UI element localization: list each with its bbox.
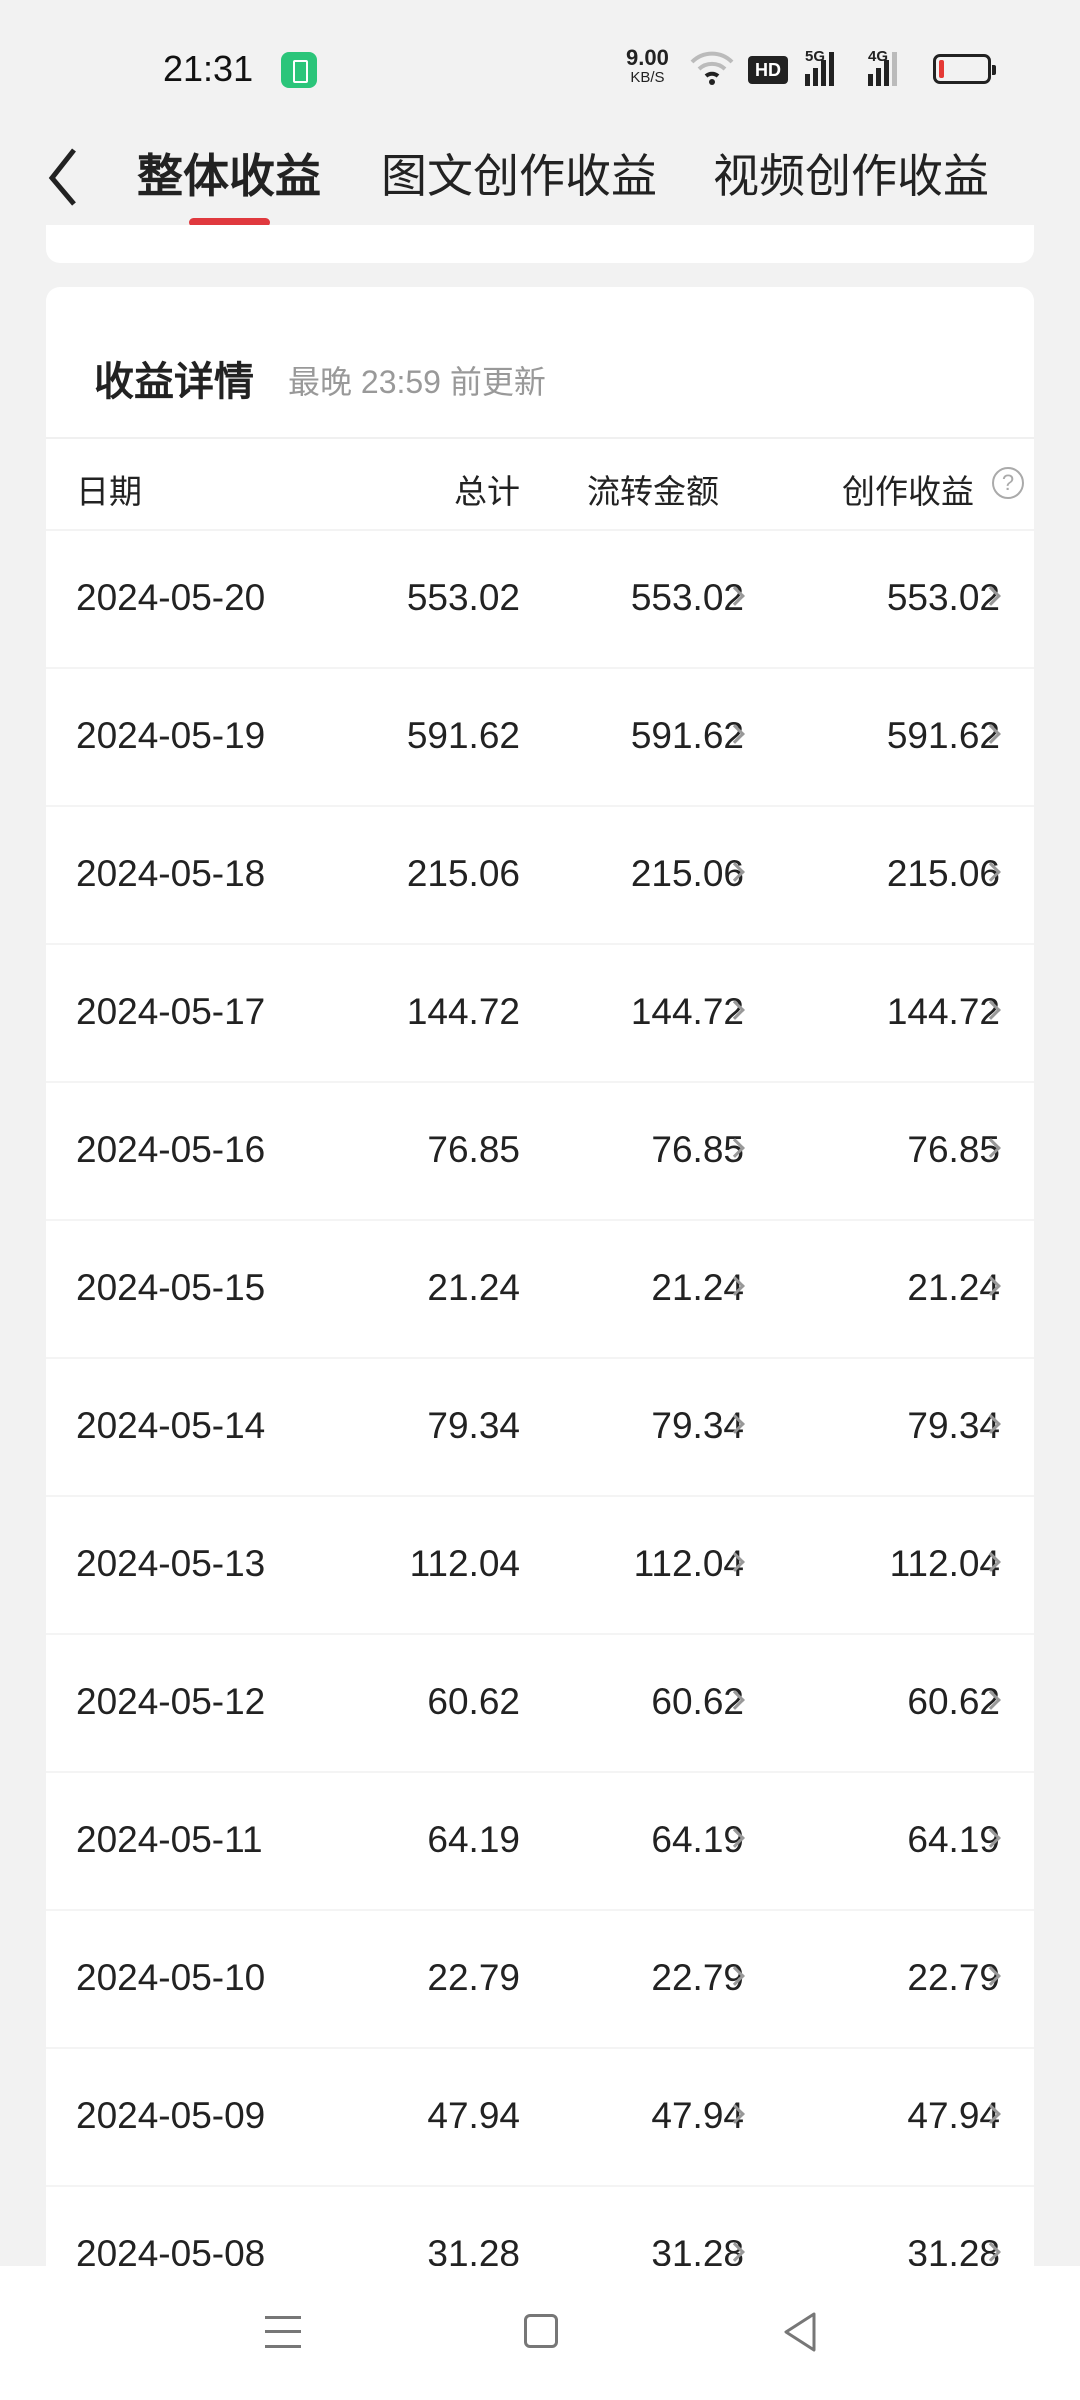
total-cell: 144.72	[406, 991, 520, 1032]
creation-earnings-link[interactable]: 215.06	[886, 853, 1000, 894]
back-icon[interactable]	[44, 146, 84, 206]
flow-amount-link[interactable]: 22.79	[651, 1957, 744, 1998]
table-row: 2024-05-14 79.34 79.34 79.34	[46, 1359, 1034, 1497]
date-cell: 2024-05-16	[76, 1129, 266, 1170]
total-cell: 215.06	[406, 853, 520, 894]
wifi-icon	[690, 50, 734, 95]
creation-earnings-link[interactable]: 21.24	[907, 1267, 1000, 1308]
total-cell: 553.02	[406, 577, 520, 618]
active-tab-indicator	[189, 218, 270, 227]
total-cell: 112.04	[409, 1543, 520, 1584]
sig-label: 5G	[805, 48, 826, 65]
tab-article[interactable]: 图文创作收益	[381, 150, 657, 202]
date-cell: 2024-05-13	[76, 1543, 266, 1584]
table-row: 2024-05-13 112.04 112.04 112.04	[46, 1497, 1034, 1635]
total-cell: 60.62	[427, 1681, 520, 1722]
creation-earnings-link[interactable]: 64.19	[907, 1819, 1000, 1860]
date-cell: 2024-05-14	[76, 1405, 266, 1446]
total-cell: 64.19	[427, 1819, 520, 1860]
hd-icon: HD	[748, 56, 788, 84]
table-row: 2024-05-17 144.72 144.72 144.72	[46, 945, 1034, 1083]
creation-earnings-link[interactable]: 553.02	[886, 577, 1000, 618]
flow-amount-link[interactable]: 21.24	[651, 1267, 744, 1308]
table-header: 日期 总计 流转金额 创作收益 ?	[46, 437, 1034, 531]
home-icon[interactable]	[524, 2314, 558, 2348]
flow-amount-link[interactable]: 553.02	[630, 577, 744, 618]
col-flow: 流转金额	[587, 473, 719, 510]
col-total: 总计	[454, 473, 520, 510]
table-row: 2024-05-11 64.19 64.19 64.19	[46, 1773, 1034, 1911]
date-cell: 2024-05-09	[76, 2095, 266, 2136]
flow-amount-link[interactable]: 47.94	[651, 2095, 744, 2136]
earnings-details-card: 收益详情 最晚 23:59 前更新 日期 总计 流转金额 创作收益 ? 2024…	[46, 287, 1034, 2325]
table-row: 2024-05-19 591.62 591.62 591.62	[46, 669, 1034, 807]
total-cell: 47.94	[427, 2095, 520, 2136]
flow-amount-link[interactable]: 76.85	[651, 1129, 744, 1170]
col-date: 日期	[76, 473, 142, 510]
table-row: 2024-05-20 553.02 553.02 553.02	[46, 531, 1034, 669]
menu-icon[interactable]	[265, 2316, 301, 2348]
total-cell: 591.62	[406, 715, 520, 756]
date-cell: 2024-05-10	[76, 1957, 266, 1998]
section-title: 收益详情	[94, 360, 254, 404]
speed-value: 9.00	[626, 45, 669, 70]
table-row: 2024-05-15 21.24 21.24 21.24	[46, 1221, 1034, 1359]
creation-earnings-link[interactable]: 76.85	[907, 1129, 1000, 1170]
creation-earnings-link[interactable]: 60.62	[907, 1681, 1000, 1722]
total-cell: 76.85	[427, 1129, 520, 1170]
flow-amount-link[interactable]: 60.62	[651, 1681, 744, 1722]
date-cell: 2024-05-12	[76, 1681, 266, 1722]
tab-overall[interactable]: 整体收益	[137, 150, 321, 202]
table-row: 2024-05-16 76.85 76.85 76.85	[46, 1083, 1034, 1221]
table-row: 2024-05-12 60.62 60.62 60.62	[46, 1635, 1034, 1773]
flow-amount-link[interactable]: 64.19	[651, 1819, 744, 1860]
creation-earnings-link[interactable]: 112.04	[889, 1543, 1000, 1584]
charging-icon	[281, 52, 317, 88]
speed-unit: KB/S	[630, 69, 665, 86]
summary-card	[46, 225, 1034, 263]
date-cell: 2024-05-19	[76, 715, 266, 756]
flow-amount-link[interactable]: 591.62	[630, 715, 744, 756]
help-icon[interactable]: ?	[992, 467, 1024, 499]
clock: 21:31	[163, 48, 254, 89]
creation-earnings-link[interactable]: 144.72	[886, 991, 1000, 1032]
creation-earnings-link[interactable]: 591.62	[886, 715, 1000, 756]
network-speed: 9.00 KB/S	[626, 45, 669, 88]
sig-label: 4G	[868, 48, 889, 65]
flow-amount-link[interactable]: 144.72	[630, 991, 744, 1032]
update-note: 最晚 23:59 前更新	[288, 364, 546, 400]
date-cell: 2024-05-15	[76, 1267, 266, 1308]
col-creation: 创作收益	[842, 473, 974, 510]
date-cell: 2024-05-17	[76, 991, 266, 1032]
signal-5g-icon: 5G	[805, 48, 834, 86]
signal-4g-icon: 4G	[868, 48, 897, 86]
table-row: 2024-05-10 22.79 22.79 22.79	[46, 1911, 1034, 2049]
date-cell: 2024-05-20	[76, 577, 266, 618]
back-nav-icon[interactable]	[780, 2310, 820, 2354]
navigation-bar	[0, 2266, 1080, 2400]
flow-amount-link[interactable]: 215.06	[630, 853, 744, 894]
top-tabs: 整体收益 图文创作收益 视频创作收益	[0, 130, 1080, 227]
date-cell: 2024-05-18	[76, 853, 266, 894]
total-cell: 22.79	[427, 1957, 520, 1998]
table-row: 2024-05-18 215.06 215.06 215.06	[46, 807, 1034, 945]
flow-amount-link[interactable]: 112.04	[633, 1543, 744, 1584]
date-cell: 2024-05-11	[76, 1819, 263, 1860]
table-row: 2024-05-09 47.94 47.94 47.94	[46, 2049, 1034, 2187]
tab-video[interactable]: 视频创作收益	[713, 150, 989, 202]
creation-earnings-link[interactable]: 47.94	[907, 2095, 1000, 2136]
creation-earnings-link[interactable]: 22.79	[907, 1957, 1000, 1998]
total-cell: 21.24	[427, 1267, 520, 1308]
status-bar: 21:31 9.00 KB/S HD 5G 4G	[0, 0, 1080, 130]
creation-earnings-link[interactable]: 79.34	[907, 1405, 1000, 1446]
total-cell: 79.34	[427, 1405, 520, 1446]
battery-icon	[933, 54, 996, 84]
flow-amount-link[interactable]: 79.34	[651, 1405, 744, 1446]
